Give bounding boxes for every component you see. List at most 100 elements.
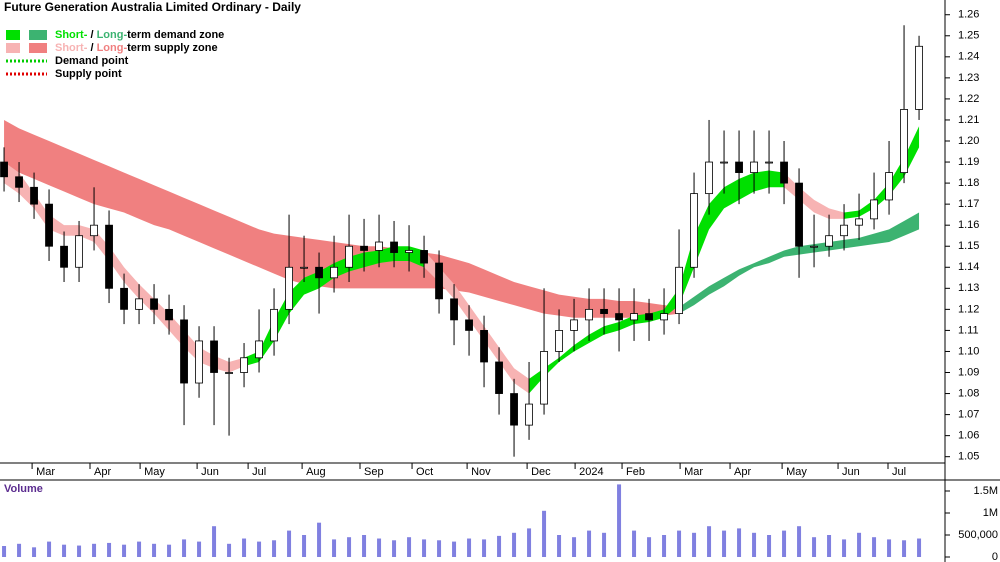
- candle-body: [570, 319, 578, 331]
- volume-bar: [512, 532, 517, 557]
- candle-body: [840, 224, 848, 237]
- x-tick-label: May: [786, 466, 807, 478]
- candle-body: [15, 176, 23, 188]
- x-tick-label: Mar: [36, 466, 55, 478]
- volume-bar: [722, 530, 727, 557]
- volume-bar: [542, 510, 547, 557]
- volume-bar: [242, 538, 247, 557]
- legend-text: Short-: [55, 42, 88, 54]
- y-tick-label: 1.16: [958, 219, 979, 231]
- volume-bar: [482, 539, 487, 557]
- candle-body: [900, 109, 908, 173]
- x-tick-label: Jul: [252, 466, 266, 478]
- candle-body: [225, 372, 233, 374]
- volume-tick-label: 0: [992, 551, 998, 562]
- volume-bar: [167, 544, 172, 557]
- candle-body: [60, 245, 68, 268]
- candle-body: [660, 313, 668, 321]
- x-tick-label: Sep: [364, 466, 384, 478]
- y-tick-label: 1.13: [958, 282, 979, 294]
- volume-bar: [362, 535, 367, 557]
- volume-bar: [797, 526, 802, 557]
- candle-body: [690, 193, 698, 268]
- candle-body: [165, 308, 173, 321]
- candle-body: [315, 266, 323, 279]
- candle-body: [645, 313, 653, 321]
- volume-bar: [647, 537, 652, 557]
- candle-body: [780, 161, 788, 184]
- candle-body: [45, 203, 53, 247]
- y-tick-label: 1.24: [958, 51, 979, 63]
- volume-bar: [32, 547, 37, 557]
- candle-body: [270, 308, 278, 342]
- volume-bar: [347, 537, 352, 557]
- candle-body: [390, 241, 398, 253]
- candle-body: [525, 403, 533, 426]
- candle-body: [360, 245, 368, 251]
- zone: [529, 170, 785, 394]
- x-tick-label: Dec: [531, 466, 551, 478]
- volume-bar: [767, 535, 772, 557]
- candle-body: [885, 172, 893, 201]
- volume-bar: [257, 541, 262, 557]
- legend-label: Demand point: [55, 55, 129, 67]
- candle-body: [735, 161, 743, 173]
- candle-body: [90, 224, 98, 237]
- candle-body: [750, 161, 758, 173]
- legend-text: Demand point: [55, 55, 129, 67]
- volume-bar: [212, 526, 217, 557]
- legend-label: Short- / Long-term demand zone: [55, 29, 224, 41]
- volume-bar: [302, 535, 307, 557]
- volume-bar: [452, 541, 457, 557]
- candle-body: [120, 287, 128, 310]
- volume-bar: [737, 528, 742, 557]
- candle-body: [675, 266, 683, 314]
- candle-body: [285, 266, 293, 310]
- candle-body: [765, 161, 773, 164]
- volume-bar: [62, 544, 67, 557]
- volume-bar: [437, 540, 442, 557]
- candle-body: [330, 266, 338, 279]
- x-tick-label: May: [144, 466, 165, 478]
- candle-body: [510, 393, 518, 426]
- volume-bar: [92, 543, 97, 557]
- candle-body: [0, 161, 8, 178]
- volume-bar: [857, 532, 862, 557]
- candle-body: [180, 319, 188, 384]
- y-tick-label: 1.06: [958, 430, 979, 442]
- legend-swatch: [6, 43, 20, 53]
- x-tick-label: Apr: [734, 466, 751, 478]
- volume-bar: [587, 530, 592, 557]
- candle-body: [825, 235, 833, 247]
- candle-body: [480, 330, 488, 363]
- volume-bar: [197, 541, 202, 557]
- y-tick-label: 1.22: [958, 93, 979, 105]
- volume-bar: [407, 537, 412, 557]
- volume-bar: [422, 539, 427, 557]
- volume-bar: [662, 535, 667, 557]
- candle-body: [615, 313, 623, 321]
- volume-bar: [377, 538, 382, 557]
- volume-bar: [332, 539, 337, 557]
- candle-body: [465, 319, 473, 331]
- y-tick-label: 1.07: [958, 409, 979, 421]
- candle-body: [195, 340, 203, 384]
- y-tick-label: 1.19: [958, 156, 979, 168]
- candle-body: [705, 161, 713, 195]
- candle-body: [555, 330, 563, 352]
- volume-bar: [887, 539, 892, 557]
- candle-body: [585, 308, 593, 321]
- volume-bar: [392, 540, 397, 557]
- volume-bar: [227, 543, 232, 557]
- legend-text: term demand zone: [127, 29, 224, 41]
- legend-text: Short-: [55, 29, 88, 41]
- volume-bar: [497, 535, 502, 557]
- candle-body: [435, 262, 443, 300]
- volume-bar: [122, 544, 127, 557]
- candle-body: [495, 361, 503, 394]
- legend-text: Long-: [97, 42, 128, 54]
- y-tick-label: 1.10: [958, 345, 979, 357]
- candle-body: [720, 161, 728, 164]
- legend-text: Supply point: [55, 68, 122, 80]
